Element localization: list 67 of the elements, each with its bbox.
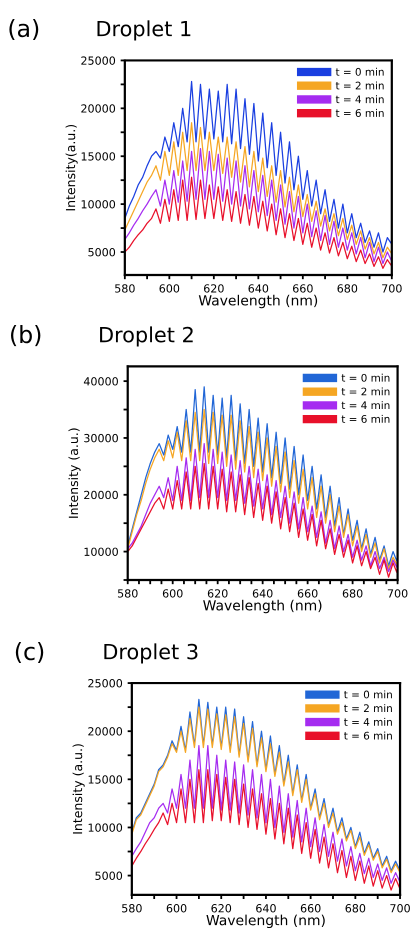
x-tick-label: 680 xyxy=(337,284,358,293)
legend-label: t = 6 min xyxy=(344,732,392,740)
line-series xyxy=(132,745,400,884)
y-tick-label: 30000 xyxy=(84,434,118,442)
x-tick-label: 700 xyxy=(388,589,408,598)
line-series xyxy=(132,769,400,891)
y-tick-label: 5000 xyxy=(95,872,122,880)
text: (c) xyxy=(16,642,44,664)
legend-label: t = 0 min xyxy=(342,374,390,382)
line-series xyxy=(128,443,398,572)
x-tick-label: 680 xyxy=(342,589,362,598)
x-tick-label: 620 xyxy=(208,589,228,598)
x-axis-title: Wavelength (nm) xyxy=(206,914,325,928)
line-series xyxy=(128,462,398,578)
x-tick-label: 580 xyxy=(118,589,138,598)
legend-label: t = 0 min xyxy=(336,68,384,76)
x-tick-label: 640 xyxy=(252,589,273,598)
x-tick-label: 600 xyxy=(160,284,180,293)
y-tick-label: 25000 xyxy=(88,679,122,688)
chart-title: Droplet 3 xyxy=(104,643,198,664)
line-series xyxy=(124,80,392,253)
x-tick-label: 660 xyxy=(292,284,313,293)
text: (b) xyxy=(11,325,40,346)
y-tick-label: 15000 xyxy=(88,775,122,784)
legend-label: t = 4 min xyxy=(342,401,390,410)
text: (a) xyxy=(9,18,38,40)
y-tick-label: 10000 xyxy=(82,200,116,209)
legend-label: t = 2 min xyxy=(342,387,390,396)
legend-label: t = 4 min xyxy=(336,95,384,104)
x-tick-label: 580 xyxy=(115,284,135,293)
y-tick-label: 20000 xyxy=(81,104,116,113)
line-series xyxy=(124,148,392,264)
legend-label: t = 2 min xyxy=(344,704,392,712)
x-tick-label: 620 xyxy=(211,904,232,912)
y-tick-label: 15000 xyxy=(82,152,116,161)
x-tick-label: 600 xyxy=(166,904,186,912)
x-tick-label: 640 xyxy=(256,904,276,912)
legend-label: t = 6 min xyxy=(342,414,390,423)
x-tick-label: 600 xyxy=(162,589,183,598)
y-tick-label: 20000 xyxy=(84,490,118,500)
y-tick-label: 40000 xyxy=(84,377,118,386)
y-tick-label: 25000 xyxy=(81,56,116,65)
x-tick-label: 640 xyxy=(248,284,268,293)
y-tick-label: 10000 xyxy=(84,548,118,556)
y-axis-title: Intensity(a.u.) xyxy=(66,124,78,210)
y-tick-label: 10000 xyxy=(88,823,122,832)
y-axis-title: Intensity (a.u.) xyxy=(72,744,85,834)
legend-label: t = 6 min xyxy=(336,108,384,117)
x-axis-title: Wavelength (nm) xyxy=(203,600,322,614)
legend-label: t = 4 min xyxy=(344,718,392,726)
y-tick-label: 5000 xyxy=(88,248,116,256)
x-tick-label: 580 xyxy=(122,904,142,912)
x-tick-label: 680 xyxy=(346,904,366,912)
x-tick-label: 660 xyxy=(300,904,321,912)
x-tick-label: 700 xyxy=(382,284,402,293)
x-tick-label: 700 xyxy=(390,904,410,912)
y-axis-title: Intensity (a.u.) xyxy=(68,428,81,518)
x-axis-title: Wavelength (nm) xyxy=(198,294,318,308)
line-series xyxy=(124,176,392,269)
legend-label: t = 2 min xyxy=(336,81,384,90)
chart-title: Droplet 2 xyxy=(100,326,193,347)
legend-label: t = 0 min xyxy=(344,690,392,698)
chart-title: Droplet 1 xyxy=(98,20,190,40)
x-tick-label: 620 xyxy=(204,284,224,293)
x-tick-label: 660 xyxy=(298,589,318,598)
y-tick-label: 20000 xyxy=(88,727,122,736)
line-series xyxy=(124,122,392,258)
